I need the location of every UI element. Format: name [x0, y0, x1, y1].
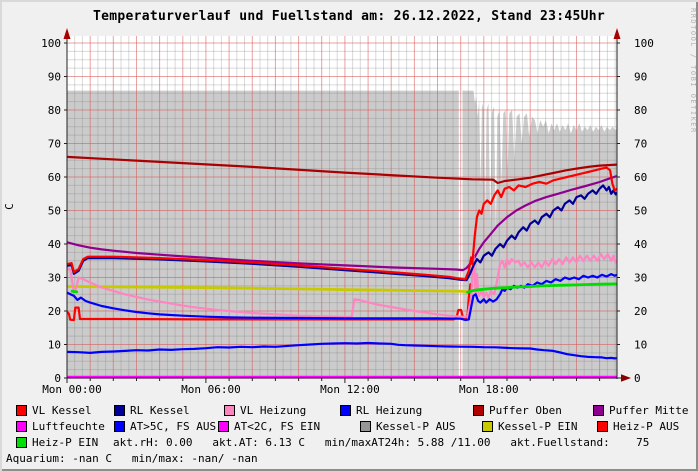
svg-text:40: 40 [48, 238, 61, 251]
svg-text:Mon 06:00: Mon 06:00 [181, 383, 241, 396]
svg-text:90: 90 [634, 71, 647, 84]
svg-text:Mon 00:00: Mon 00:00 [42, 383, 102, 396]
svg-text:10: 10 [48, 339, 61, 352]
axes [63, 28, 631, 383]
series-puffer-oben-line [67, 155, 617, 185]
svg-text:60: 60 [634, 171, 647, 184]
svg-text:100: 100 [41, 37, 61, 50]
series-vl-kessel-line [67, 166, 617, 281]
graph-title: Temperaturverlauf und Fuellstand am: 26.… [93, 9, 605, 24]
svg-text:40: 40 [634, 238, 647, 251]
series-at-5c-fs-aus-line [67, 341, 617, 360]
svg-text:100: 100 [634, 37, 654, 50]
series-rl-heizung-line [67, 273, 617, 322]
series-kessel-p-aus-area [67, 90, 617, 378]
svg-text:20: 20 [48, 305, 61, 318]
svg-text:Mon 18:00: Mon 18:00 [459, 383, 519, 396]
svg-text:0: 0 [54, 372, 61, 385]
svg-text:20: 20 [634, 305, 647, 318]
svg-text:Mon 12:00: Mon 12:00 [320, 383, 380, 396]
gridlines [67, 36, 617, 378]
data-series [67, 155, 617, 379]
series-vl-heizung-line [67, 253, 617, 319]
svg-text:60: 60 [48, 171, 61, 184]
series-rl-kessel-line [67, 184, 617, 282]
svg-text:70: 70 [634, 138, 647, 151]
svg-text:10: 10 [634, 339, 647, 352]
svg-text:50: 50 [634, 205, 647, 218]
svg-text:90: 90 [48, 71, 61, 84]
svg-text:80: 80 [48, 104, 61, 117]
svg-text:30: 30 [634, 272, 647, 285]
svg-text:30: 30 [48, 272, 61, 285]
series-puffer-mitte-line [67, 174, 617, 272]
svg-text:50: 50 [48, 205, 61, 218]
svg-text:0: 0 [634, 372, 641, 385]
rrdtool-watermark: RRDTOOL / TOBI OETIKER [689, 8, 697, 134]
series-kessel-p-ein-line [67, 285, 470, 294]
series-heiz-p-ein-line [70, 282, 617, 294]
svg-text:80: 80 [634, 104, 647, 117]
svg-text:70: 70 [48, 138, 61, 151]
axis-tick-labels: 0 0 10 10 20 20 30 30 40 40 50 50 60 60 70 70 80 80 90 90 10… [41, 37, 654, 396]
